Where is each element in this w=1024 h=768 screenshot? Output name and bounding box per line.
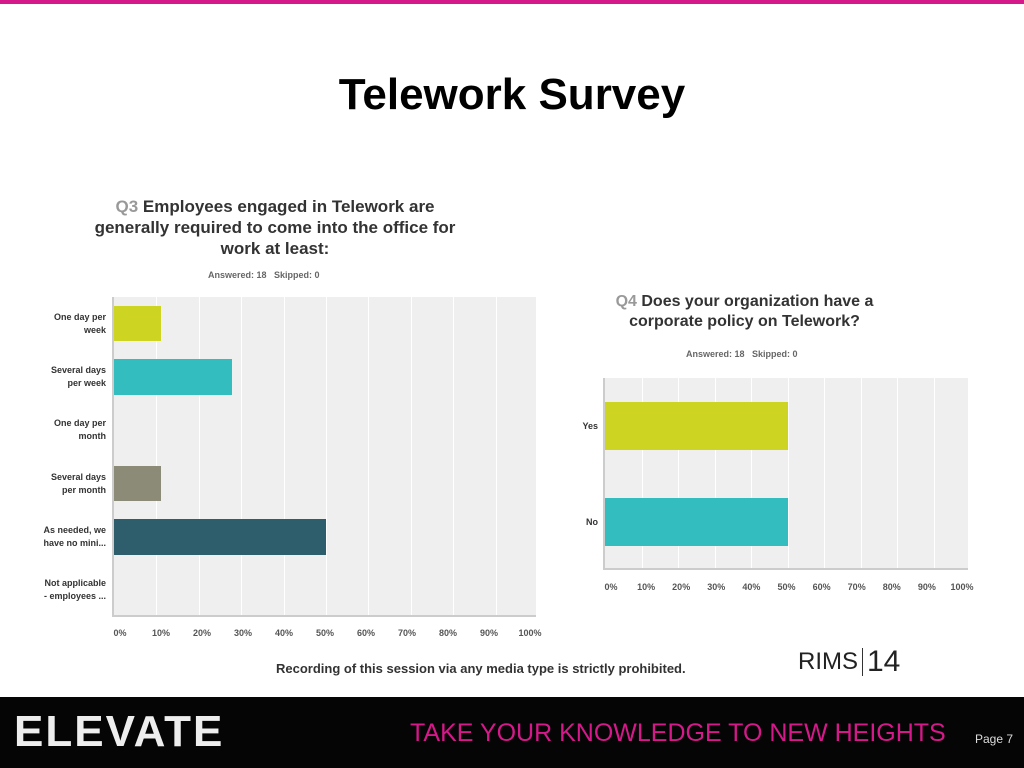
gridline — [678, 378, 679, 568]
gridline — [714, 378, 716, 568]
gridline — [824, 378, 825, 568]
gridline — [933, 378, 935, 568]
q4-answered: Answered: 18 Skipped: 0 — [686, 349, 798, 359]
footer-tagline: TAKE YOUR KNOWLEDGE TO NEW HEIGHTS — [410, 719, 946, 747]
category-label: As needed, we have no mini... — [43, 525, 106, 548]
tick-label: 20% — [192, 628, 212, 638]
tick-label: 10% — [151, 628, 171, 638]
tick-label: 90% — [917, 582, 936, 592]
plot-area — [112, 297, 539, 617]
bar — [114, 519, 326, 555]
bar — [605, 498, 788, 546]
footer-bar: ELEVATE TAKE YOUR KNOWLEDGE TO NEW HEIGH… — [0, 697, 1024, 768]
tick-label: 0% — [604, 582, 618, 592]
q4-title: Q4 Does your organization have a corpora… — [615, 293, 874, 330]
tick-label: 90% — [479, 628, 499, 638]
category-label: Several days per month — [50, 471, 106, 495]
bar — [605, 402, 788, 450]
tick-label: 60% — [356, 628, 376, 638]
tick-label: 30% — [707, 582, 726, 592]
tick-label: 70% — [397, 628, 417, 638]
tick-label: 30% — [233, 628, 253, 638]
tick-label: 40% — [274, 628, 294, 638]
bar — [114, 306, 162, 342]
gridline — [453, 297, 455, 615]
q3-answered: Answered: 18 Skipped: 0 — [208, 270, 320, 280]
page-number: Page 7 — [975, 732, 1014, 746]
tick-label: 50% — [777, 582, 796, 592]
tick-label: 10% — [637, 582, 656, 592]
rims-logo: RIMS 14 — [798, 645, 901, 678]
gridline — [368, 297, 370, 615]
category-label: Several days per week — [50, 365, 106, 388]
tick-label: 40% — [742, 582, 761, 592]
tick-label: 100% — [950, 582, 974, 592]
tick-label: 80% — [438, 628, 458, 638]
gridline — [410, 297, 412, 615]
gridline — [495, 297, 497, 615]
bar — [114, 359, 232, 395]
tick-label: 50% — [315, 628, 335, 638]
gridline — [970, 378, 971, 568]
top-accent-line — [0, 0, 1024, 4]
category-label: Yes — [582, 420, 598, 431]
gridline — [326, 297, 327, 615]
tick-label: 0% — [113, 628, 127, 638]
category-label: One day per week — [53, 311, 106, 335]
recording-notice: Recording of this session via any media … — [276, 661, 686, 676]
slide-title: Telework Survey — [338, 70, 686, 119]
tick-label: 100% — [518, 628, 542, 638]
tick-label: 20% — [672, 582, 691, 592]
gridline — [198, 297, 200, 615]
elevate-logo: ELEVATE — [14, 707, 225, 756]
q3-title: Q3 Employees engaged in Telework are gen… — [94, 197, 456, 258]
plot-area — [603, 378, 971, 570]
category-label: No — [586, 516, 598, 527]
gridline — [860, 378, 862, 568]
gridline — [283, 297, 285, 615]
category-label: Not applicable - employees ... — [43, 578, 106, 602]
tick-label: 80% — [882, 582, 901, 592]
gridline — [241, 297, 243, 615]
tick-label: 70% — [847, 582, 866, 592]
category-label: One day per month — [53, 418, 106, 442]
tick-label: 60% — [812, 582, 831, 592]
gridline — [538, 297, 539, 615]
gridline — [787, 378, 789, 568]
gridline — [641, 378, 643, 568]
bar — [114, 466, 162, 502]
gridline — [156, 297, 158, 615]
gridline — [897, 378, 898, 568]
gridline — [751, 378, 752, 568]
